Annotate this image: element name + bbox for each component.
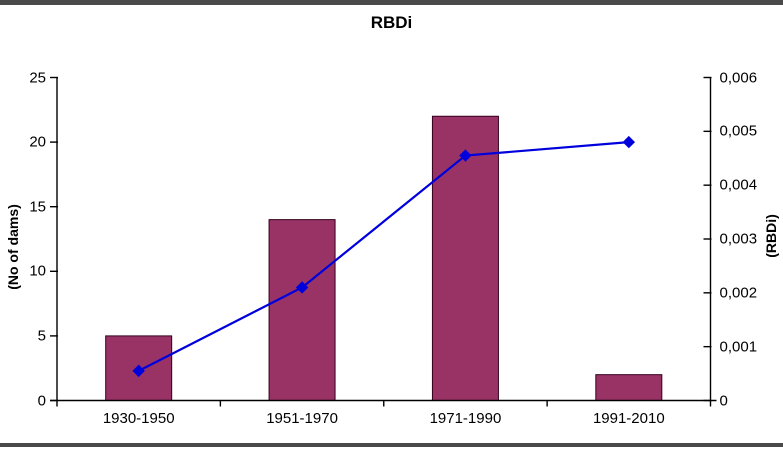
bar-1991-2010 [595,374,663,402]
x-axis-category-label: 1991-2010 [592,410,665,427]
right-axis-tick-label: 0 [719,392,728,409]
top-border-line [0,0,783,5]
left-axis-tick-label: 20 [29,133,46,151]
bottom-border-line [0,443,783,447]
left-axis-tick-label: 0 [37,392,46,409]
x-axis-category-label: 1971-1990 [429,410,502,427]
line-marker-diamond-1991-2010 [622,135,636,149]
chart-title: RBDi [370,13,413,32]
right-axis-tick-label: 0,006 [719,69,758,86]
right-axis-tick-label: 0,001 [719,338,758,356]
right-axis-tick-label: 0,002 [719,284,758,302]
x-axis-category-label: 1951-1970 [266,410,338,427]
right-axis-tick-label: 0,003 [719,230,758,248]
left-axis-tick-label: 10 [29,262,46,280]
left-axis-tick-label: 5 [37,327,46,345]
x-axis-category-label: 1930-1950 [102,410,175,427]
right-axis-tick-label: 0,005 [719,122,758,140]
left-axis-tick-label: 15 [29,198,46,216]
line-series [138,141,629,372]
line-marker-diamond-1951-1970 [295,281,309,294]
bar-1971-1990 [431,115,499,401]
line-marker-diamond-1930-1950 [132,364,145,378]
left-axis-tick-label: 25 [29,69,46,86]
line-marker-diamond-1971-1990 [459,149,472,162]
right-axis-tick-label: 0,004 [719,176,758,194]
bar-1951-1970 [268,219,336,401]
